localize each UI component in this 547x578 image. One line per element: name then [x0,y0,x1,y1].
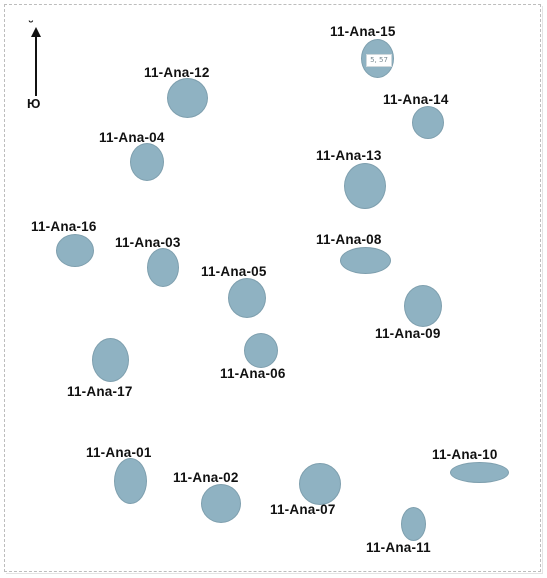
north-tick-mark: ˘ [29,18,34,33]
anomaly-09-label: 11-Ana-09 [375,326,441,341]
anomaly-04-label: 11-Ana-04 [99,130,165,145]
anomaly-02-ellipse[interactable] [201,484,241,523]
anomaly-17-ellipse[interactable] [92,338,129,382]
anomaly-04-ellipse[interactable] [130,143,164,181]
anomaly-05-ellipse[interactable] [228,278,266,318]
anomaly-17-label: 11-Ana-17 [67,384,133,399]
anomaly-06-label: 11-Ana-06 [220,366,286,381]
anomaly-10-ellipse[interactable] [450,462,509,483]
anomaly-15-badge: 5, 57 [366,54,392,67]
anomaly-03-ellipse[interactable] [147,248,179,287]
anomaly-16-label: 11-Ana-16 [31,219,97,234]
anomaly-02-label: 11-Ana-02 [173,470,239,485]
anomaly-13-ellipse[interactable] [344,163,386,209]
anomaly-08-ellipse[interactable] [340,247,391,274]
anomaly-14-ellipse[interactable] [412,106,444,139]
diagram-frame [4,4,541,572]
north-arrow-icon [31,27,41,37]
anomaly-03-label: 11-Ana-03 [115,235,181,250]
anomaly-01-ellipse[interactable] [114,458,147,504]
frame-shadow [6,6,543,574]
anomaly-06-ellipse[interactable] [244,333,278,368]
anomaly-13-label: 11-Ana-13 [316,148,382,163]
anomaly-12-ellipse[interactable] [167,78,208,118]
anomaly-10-label: 11-Ana-10 [432,447,498,462]
anomaly-11-label: 11-Ana-11 [366,540,431,555]
anomaly-05-label: 11-Ana-05 [201,264,267,279]
anomaly-01-label: 11-Ana-01 [86,445,152,460]
anomaly-08-label: 11-Ana-08 [316,232,382,247]
north-label: Ю [27,96,41,111]
north-arrow-shaft [35,34,37,96]
anomaly-07-ellipse[interactable] [299,463,341,505]
anomaly-09-ellipse[interactable] [404,285,442,327]
anomaly-15-label: 11-Ana-15 [330,24,396,39]
anomaly-12-label: 11-Ana-12 [144,65,210,80]
anomaly-07-label: 11-Ana-07 [270,502,336,517]
anomaly-16-ellipse[interactable] [56,234,94,267]
anomaly-11-ellipse[interactable] [401,507,426,541]
anomaly-14-label: 11-Ana-14 [383,92,449,107]
